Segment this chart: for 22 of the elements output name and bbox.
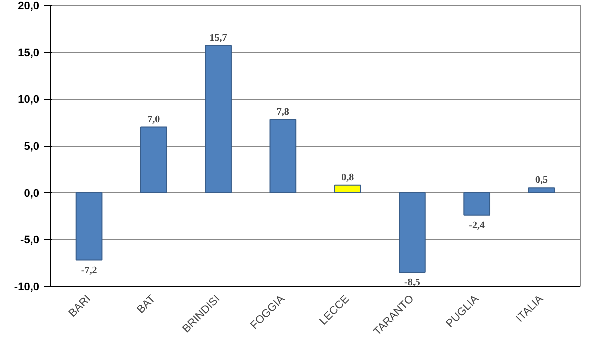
y-tick-label: -5,0 [20,234,40,247]
bar [464,192,491,216]
y-tick-label: 0,0 [24,188,40,200]
bar [140,126,168,194]
y-tick-label: 5,0 [24,141,40,153]
data-label: -7,2 [81,265,98,276]
bar [205,45,232,194]
data-label: 15,7 [210,32,228,44]
data-label: 7,8 [276,106,290,118]
data-label: 7,0 [148,114,160,126]
y-tick-label: -10,0 [14,282,40,294]
data-label: -2,4 [469,220,486,232]
bar [528,188,556,194]
bar [76,192,103,261]
y-tick-label: 20,0 [18,0,40,12]
bar [270,119,297,194]
bar [334,184,362,194]
y-tick-label: 15,0 [18,47,40,60]
y-tick-label: 10,0 [18,94,40,106]
bar [399,192,426,273]
data-label: 0,5 [535,175,548,186]
data-label: 0,8 [342,172,354,184]
